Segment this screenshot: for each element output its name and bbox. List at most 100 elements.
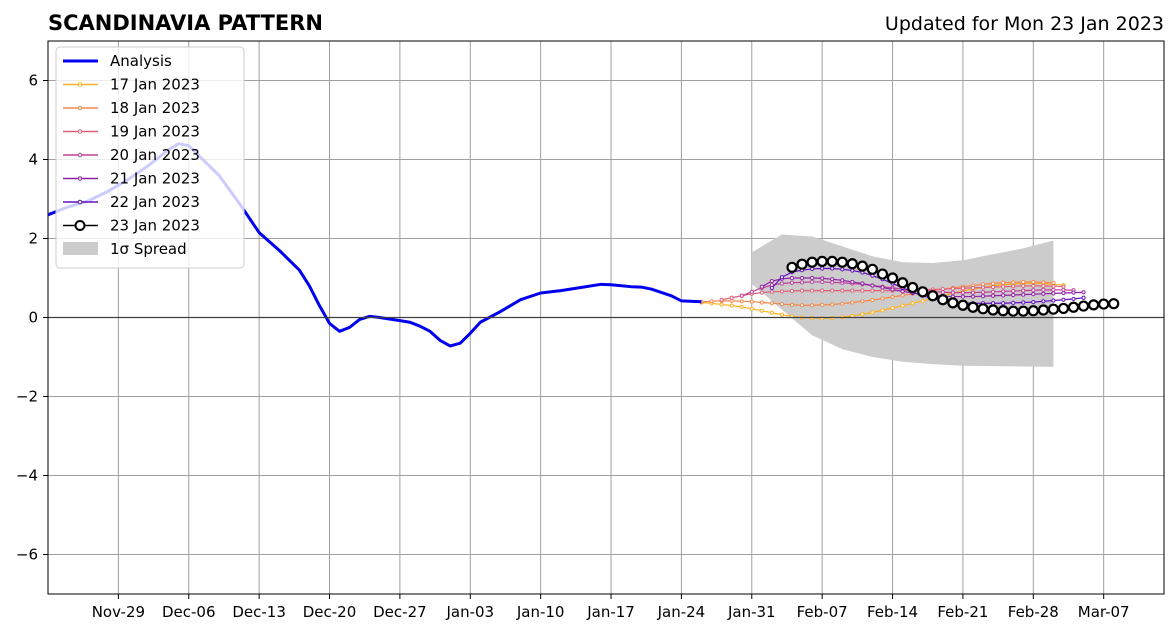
series-point [890, 287, 895, 292]
series-point [900, 293, 905, 298]
series-point [810, 288, 815, 293]
series-point [1021, 292, 1026, 297]
series-point [927, 290, 939, 302]
series-point [890, 294, 895, 300]
series-point [719, 302, 724, 307]
series-23-jan-2023 [786, 255, 1120, 317]
series-point [987, 304, 999, 316]
series-point [729, 303, 734, 308]
series-point [910, 301, 915, 306]
series-point [977, 303, 989, 315]
series-point [1098, 298, 1110, 310]
series-point [957, 299, 969, 311]
series-point [1051, 287, 1056, 292]
series-point [1007, 305, 1019, 317]
x-tick-label: Feb-14 [867, 603, 918, 621]
chart-title: SCANDINAVIA PATTERN [48, 11, 323, 35]
series-point [840, 278, 845, 283]
series-point [1081, 295, 1086, 300]
legend-label: 17 Jan 2023 [110, 76, 200, 94]
y-tick-label: −2 [16, 388, 38, 406]
series-point [920, 298, 925, 304]
series-point [1081, 290, 1086, 295]
series-point [789, 275, 795, 281]
series-point [1041, 280, 1046, 285]
legend-label: 1σ Spread [110, 240, 187, 258]
series-point [960, 290, 966, 295]
x-tick-label: Jan-17 [586, 603, 635, 621]
series-point [779, 275, 785, 280]
x-tick-label: Jan-24 [657, 603, 706, 621]
legend-entry: 22 Jan 2023 [63, 193, 200, 211]
series-point [890, 305, 895, 311]
legend-entry: 23 Jan 2023 [63, 217, 200, 235]
series-point [1061, 290, 1066, 296]
series-point [816, 255, 828, 268]
series-point [820, 266, 825, 271]
series-point [1051, 298, 1056, 303]
series-point [980, 290, 986, 295]
series-point [1077, 300, 1090, 312]
series-point [860, 299, 865, 304]
series-point [1051, 280, 1056, 285]
x-tick-label: Dec-27 [373, 603, 427, 621]
series-point [749, 299, 754, 304]
series-point [990, 293, 996, 298]
series-point [980, 294, 986, 299]
series-point [876, 268, 889, 280]
legend-label: 22 Jan 2023 [110, 193, 200, 211]
series-point [1041, 283, 1046, 288]
series-point [1051, 284, 1056, 289]
legend-marker [77, 152, 83, 158]
series-point [1051, 291, 1056, 296]
series-point [990, 284, 996, 290]
series-point [806, 256, 818, 268]
legend-entry: 18 Jan 2023 [63, 99, 200, 117]
series-point [960, 286, 966, 291]
series-point [779, 312, 785, 317]
legend-label: Analysis [110, 52, 172, 70]
legend-marker [74, 220, 86, 231]
x-tick-label: Dec-20 [303, 603, 357, 621]
series-point [749, 289, 754, 294]
legend-marker [77, 129, 83, 134]
series-point [1011, 292, 1016, 298]
series-point [850, 279, 855, 285]
legend-box [55, 46, 245, 269]
series-point [769, 301, 774, 306]
series-point [820, 276, 825, 281]
y-tick-label: 6 [28, 72, 38, 90]
y-tick-label: −6 [16, 546, 38, 564]
series-point [1001, 301, 1006, 306]
series-point [1031, 279, 1036, 285]
series-point [820, 288, 825, 293]
series-point [759, 308, 764, 313]
series-point [970, 290, 976, 295]
series-point [799, 275, 805, 281]
series-point [1067, 301, 1080, 313]
series-point [810, 303, 815, 308]
series-point [1011, 300, 1016, 305]
series-point [840, 301, 845, 306]
series-point [759, 300, 764, 305]
series-point [836, 256, 848, 268]
series-point [1011, 284, 1016, 289]
series-18-jan-2023 [699, 279, 1056, 308]
series-point [870, 298, 875, 303]
series-point [900, 303, 905, 308]
series-point [850, 288, 855, 293]
series-point [967, 301, 979, 313]
series-point [789, 280, 795, 285]
series-point [759, 284, 764, 289]
series-point [769, 310, 774, 315]
series-point [1021, 300, 1026, 305]
series-point [947, 297, 959, 309]
legend-entry: 17 Jan 2023 [63, 76, 200, 94]
series-point [1041, 291, 1046, 296]
series-point [860, 312, 865, 317]
series-point [789, 288, 795, 294]
legend-marker [77, 199, 83, 205]
series-point [970, 294, 976, 299]
series-point [769, 289, 774, 294]
series-point [970, 285, 976, 290]
